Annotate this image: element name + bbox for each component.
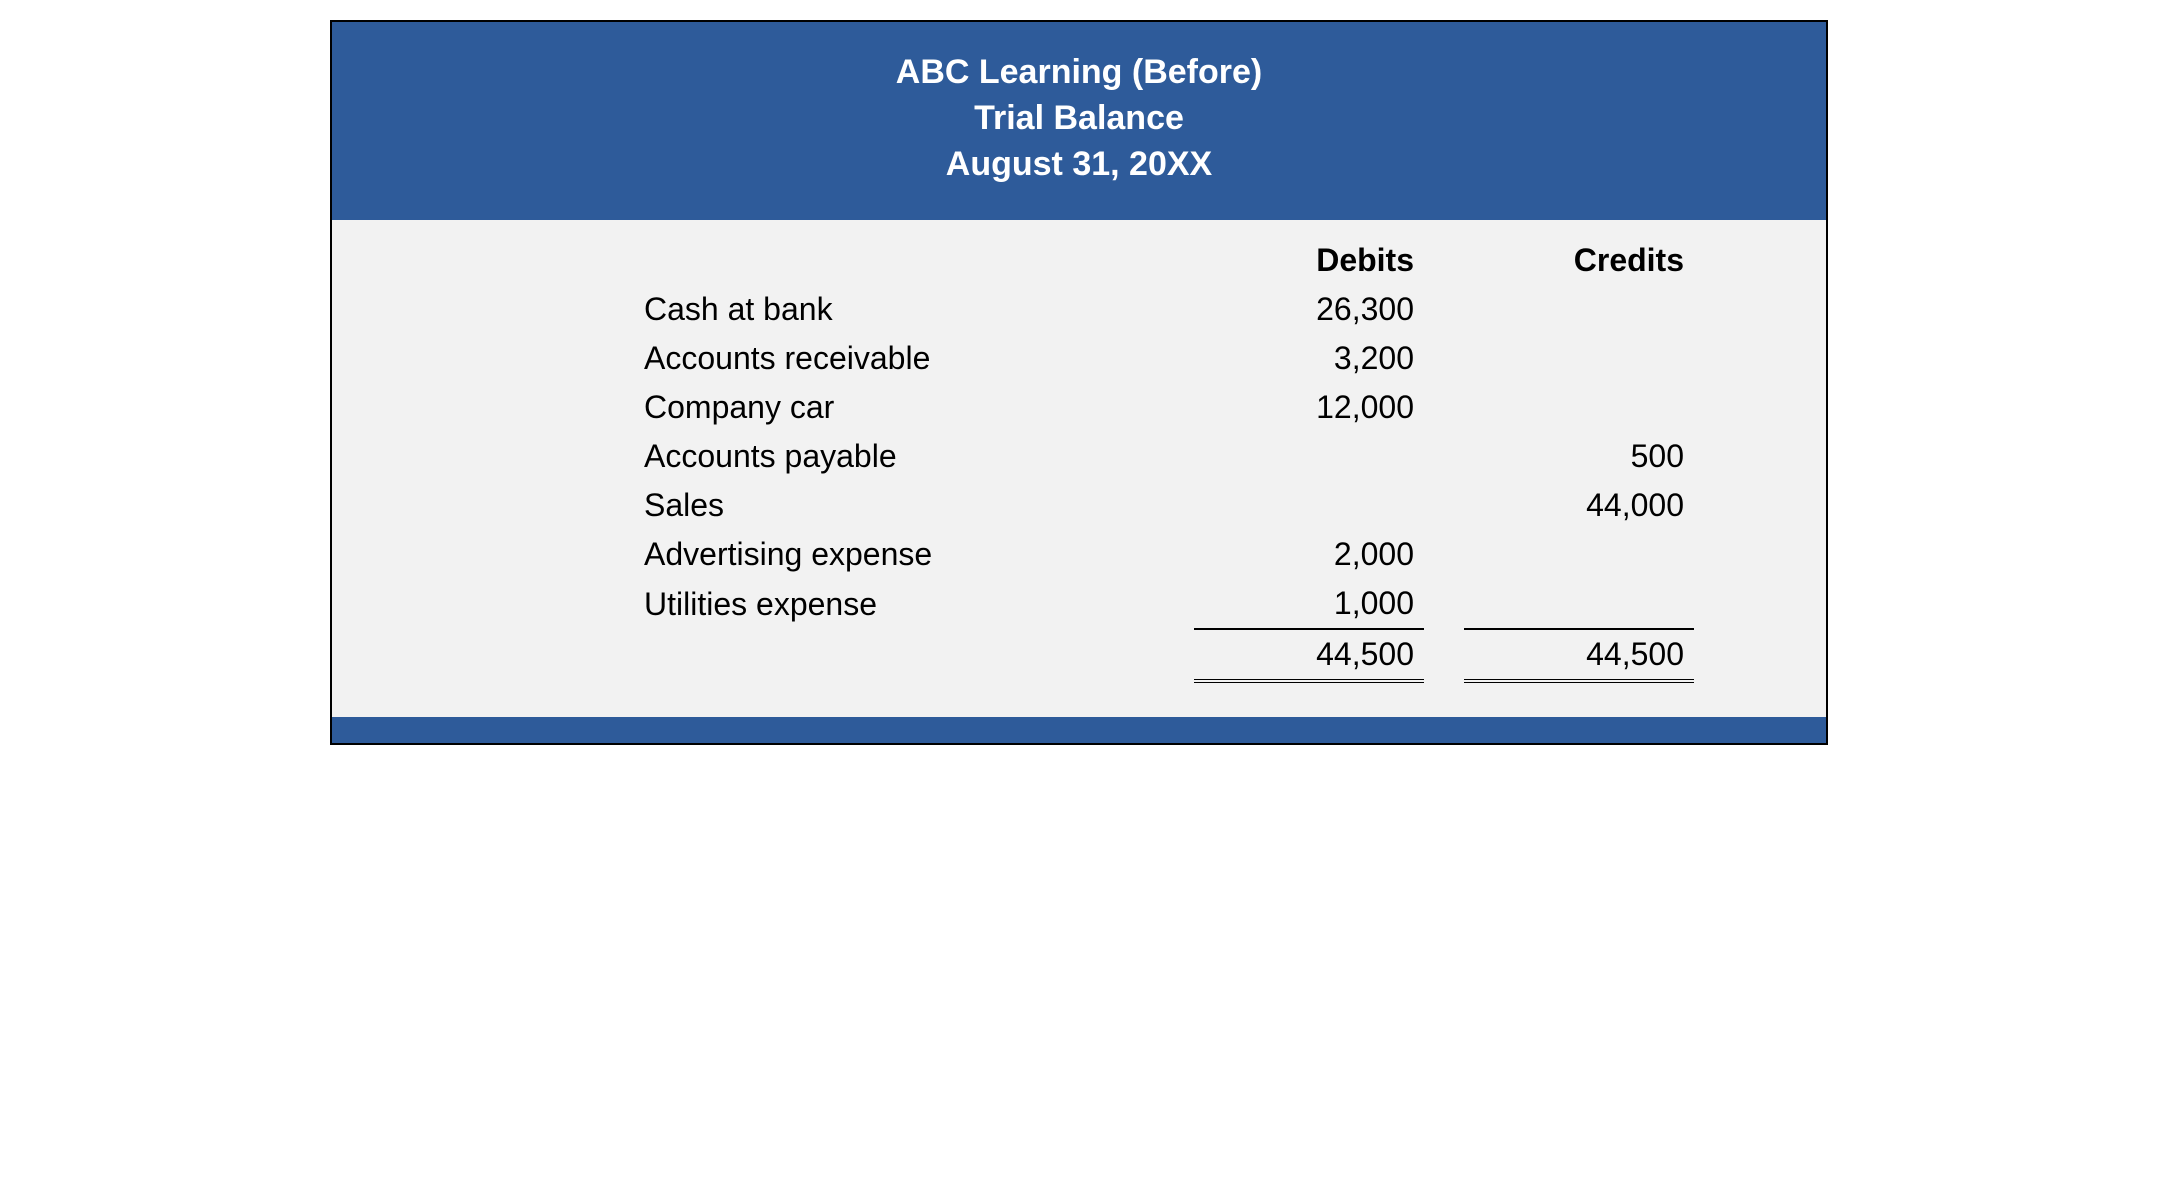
credit-value	[1464, 334, 1694, 383]
body-block: Debits Credits Cash at bank 26,300 Accou…	[332, 220, 1826, 717]
trial-balance-sheet: ABC Learning (Before) Trial Balance Augu…	[330, 20, 1828, 745]
col-header-credits: Credits	[1464, 236, 1694, 285]
account-name: Sales	[634, 481, 1194, 530]
account-name: Advertising expense	[634, 530, 1194, 579]
debit-value: 3,200	[1194, 334, 1424, 383]
credit-value	[1464, 530, 1694, 579]
table-row: Accounts payable 500	[464, 432, 1694, 481]
footer-bar	[332, 717, 1826, 743]
debit-value: 26,300	[1194, 285, 1424, 334]
header-block: ABC Learning (Before) Trial Balance Augu…	[332, 22, 1826, 220]
credit-value	[1464, 285, 1694, 334]
column-header-row: Debits Credits	[464, 236, 1694, 285]
debit-value	[1194, 481, 1424, 530]
credit-value	[1464, 383, 1694, 432]
total-credits: 44,500	[1464, 629, 1694, 681]
totals-row: 44,500 44,500	[464, 629, 1694, 681]
header-line-company: ABC Learning (Before)	[342, 50, 1816, 96]
credit-value: 500	[1464, 432, 1694, 481]
credit-value: 44,000	[1464, 481, 1694, 530]
trial-balance-table: Debits Credits Cash at bank 26,300 Accou…	[464, 236, 1694, 693]
table-row: Sales 44,000	[464, 481, 1694, 530]
table-row: Advertising expense 2,000	[464, 530, 1694, 579]
account-name: Accounts receivable	[634, 334, 1194, 383]
account-name: Utilities expense	[634, 579, 1194, 629]
totals-double-rule	[464, 681, 1694, 693]
debit-value: 12,000	[1194, 383, 1424, 432]
header-line-report: Trial Balance	[342, 96, 1816, 142]
debit-value	[1194, 432, 1424, 481]
table-row: Utilities expense 1,000	[464, 579, 1694, 629]
debit-value: 1,000	[1194, 579, 1424, 629]
account-name: Company car	[634, 383, 1194, 432]
debit-value: 2,000	[1194, 530, 1424, 579]
table-row: Cash at bank 26,300	[464, 285, 1694, 334]
col-header-debits: Debits	[1194, 236, 1424, 285]
account-name: Cash at bank	[634, 285, 1194, 334]
table-row: Accounts receivable 3,200	[464, 334, 1694, 383]
account-name: Accounts payable	[634, 432, 1194, 481]
total-debits: 44,500	[1194, 629, 1424, 681]
credit-value	[1464, 579, 1694, 629]
table-row: Company car 12,000	[464, 383, 1694, 432]
header-line-date: August 31, 20XX	[342, 142, 1816, 188]
